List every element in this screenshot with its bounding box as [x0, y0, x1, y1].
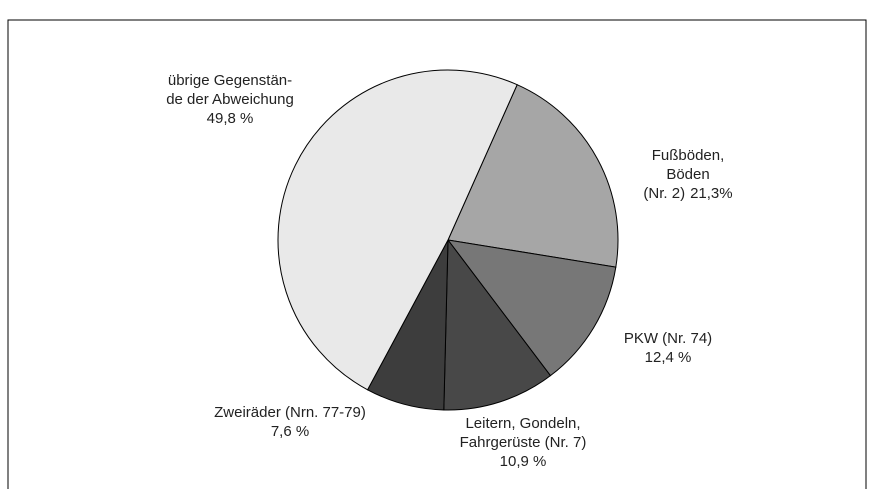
frame	[7, 19, 867, 489]
label-line: Zweiräder (Nrn. 77-79)	[214, 404, 366, 421]
label-line: (Nr. 2)	[643, 185, 685, 202]
slice-label: Leitern, Gondeln, Fahrgerüste (Nr. 7) 10,9…	[460, 415, 587, 470]
pie-slice	[277, 69, 518, 391]
slice-label: Fußböden, Böden (Nr. 2) 21,3%	[643, 147, 732, 202]
value-label: 7,6 %	[271, 423, 309, 440]
label-line: Leitern, Gondeln,	[465, 415, 580, 432]
label-line: Fußböden,	[652, 147, 725, 164]
slice-label: übrige Gegenstän-de der Abweichung 49,8 %	[166, 72, 294, 127]
value-label: 10,9 %	[500, 453, 547, 470]
slice-label: PKW (Nr. 74) 12,4 %	[624, 330, 712, 366]
label-line: de der Abweichung	[166, 91, 294, 108]
value-label: 21,3%	[690, 185, 733, 202]
label-line: übrige Gegenstän-	[168, 72, 292, 89]
value-label: 49,8 %	[207, 110, 254, 127]
label-line: Böden	[666, 166, 709, 183]
pie-slice	[446, 239, 617, 377]
value-label: 12,4 %	[645, 349, 692, 366]
label-line: PKW (Nr. 74)	[624, 330, 712, 347]
slice-label: Zweiräder (Nrn. 77-79) 7,6 %	[214, 404, 366, 440]
pie-slice	[447, 84, 619, 268]
pie-slice	[443, 238, 552, 411]
label-line: Fahrgerüste (Nr. 7)	[460, 434, 587, 451]
